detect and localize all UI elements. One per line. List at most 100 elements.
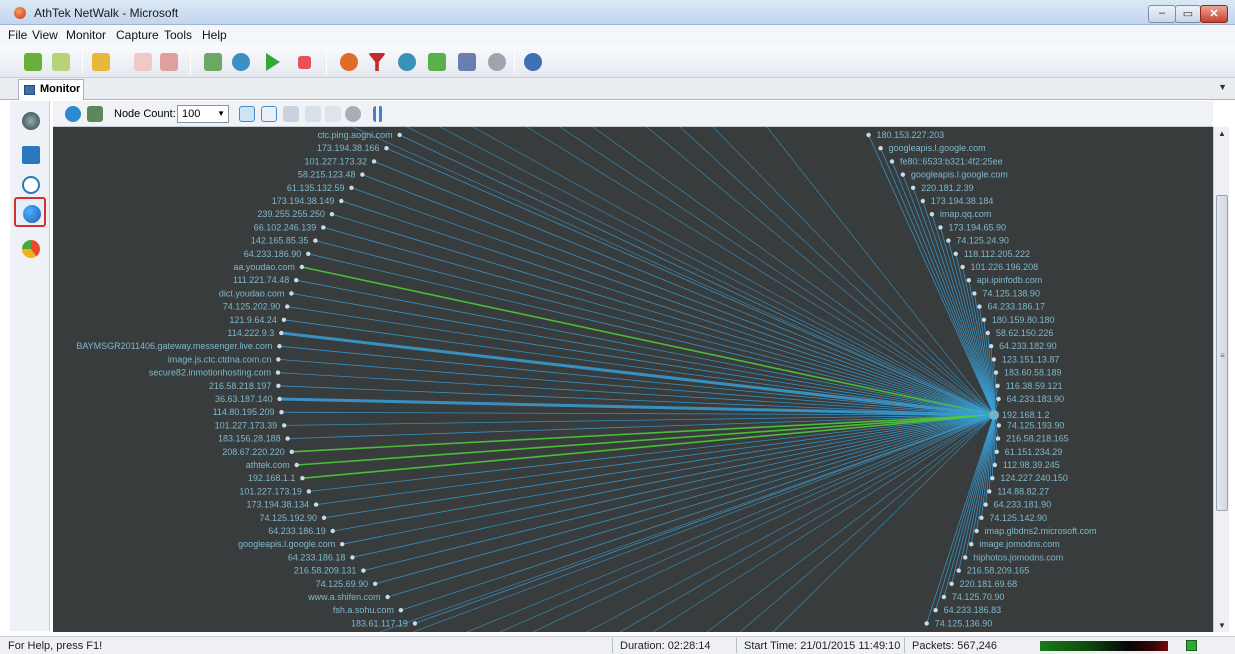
host-node[interactable] [929,212,935,217]
report-icon[interactable] [458,53,476,71]
host-label[interactable]: 61.151.234.29 [1005,447,1063,457]
host-node[interactable] [979,515,984,520]
host-label[interactable]: 118.112.205.222 [964,249,1030,259]
host-label[interactable]: 121.9.64.24 [229,315,277,325]
host-label[interactable]: www.a.shifen.com [307,592,381,602]
host-label[interactable]: 114.80.195.209 [213,407,275,417]
nav-timeline[interactable] [14,169,46,199]
host-node[interactable] [276,383,281,388]
host-label[interactable]: 173.194.38.149 [272,196,335,206]
host-label[interactable]: 58.215.123.48 [298,170,356,180]
host-node[interactable] [289,449,294,454]
host-node[interactable] [321,225,326,230]
host-node[interactable] [277,396,282,402]
host-label[interactable]: 36.63.187.140 [215,394,273,404]
host-label[interactable]: hiphotos.jomodns.com [973,552,1063,562]
host-label[interactable]: 216.58.218.165 [1006,434,1069,444]
host-label[interactable]: 112.98.39.245 [1003,460,1060,470]
host-label[interactable]: 58.62.150.226 [996,328,1054,338]
menu-monitor[interactable]: Monitor [66,28,107,42]
tab-monitor[interactable]: Monitor [18,79,84,100]
host-label[interactable]: 183.60.58.189 [1004,368,1062,378]
host-node[interactable] [339,198,344,204]
host-label[interactable]: 114.88.82.27 [997,486,1049,496]
host-node[interactable] [281,423,287,428]
host-node[interactable] [991,357,997,362]
host-node[interactable] [988,344,994,349]
minimize-button[interactable]: – [1148,5,1176,23]
host-label[interactable]: aa.youdao.com [233,262,295,272]
menu-view[interactable]: View [32,28,58,42]
host-node[interactable] [279,330,284,336]
host-node[interactable] [956,568,961,573]
users-icon[interactable] [428,53,446,71]
refresh-icon[interactable] [232,53,250,71]
vertical-scrollbar[interactable]: ▲ ≡ ▼ [1213,127,1229,632]
nav-protocols[interactable] [14,233,46,263]
host-node[interactable] [983,502,988,507]
host-node[interactable] [361,568,366,573]
pause-icon[interactable] [373,106,383,122]
host-node[interactable] [960,264,965,270]
host-node[interactable] [313,238,318,243]
host-node[interactable] [996,423,1002,428]
host-label[interactable]: 173.194.38.166 [317,143,380,153]
host-label[interactable]: 101.227.173.39 [215,420,278,430]
host-node[interactable] [993,370,999,375]
host-label[interactable]: 111.221.74.48 [233,275,289,285]
host-label[interactable]: 74.125.138.90 [982,288,1040,298]
host-node[interactable] [294,278,299,283]
host-label[interactable]: ctc.ping.aogni.com [318,130,393,140]
filter-icon[interactable] [368,53,386,71]
host-label[interactable]: 216.58.218.197 [209,381,272,391]
host-node[interactable] [340,542,345,547]
host-node[interactable] [277,344,282,349]
host-label[interactable]: 64.233.181.90 [994,500,1052,510]
host-node[interactable] [294,462,299,468]
host-node[interactable] [990,476,995,481]
host-node[interactable] [285,436,290,441]
host-node[interactable] [992,462,998,468]
host-node[interactable] [372,581,378,586]
menu-file[interactable]: File [8,28,28,42]
host-node[interactable] [924,621,929,626]
nav-connections[interactable] [14,139,46,169]
host-node[interactable] [321,515,327,520]
globe-view-icon[interactable] [65,106,81,122]
host-label[interactable]: googleapis.l.google.com [889,143,986,153]
host-label[interactable]: googleapis.l.google.com [911,170,1008,180]
host-node[interactable] [349,185,354,190]
host-node[interactable] [969,542,974,547]
host-label[interactable]: 74.125.142.90 [989,513,1047,523]
host-label[interactable]: 220.181.69.68 [960,579,1018,589]
host-node[interactable] [933,608,938,613]
host-node[interactable] [995,383,1000,388]
host-node[interactable] [276,357,281,362]
tree-icon[interactable] [305,106,321,122]
host-label[interactable]: 74.125.70.90 [952,592,1005,602]
maximize-button[interactable]: ▭ [1175,5,1201,23]
host-node[interactable] [384,146,389,151]
host-node[interactable] [941,594,947,600]
host-view-icon[interactable] [87,106,103,122]
host-label[interactable]: BAYMSGR2011406.gateway.messenger.live.co… [76,341,272,351]
host-node[interactable] [275,370,281,375]
host-node[interactable] [938,225,943,230]
host-node[interactable] [910,185,916,190]
graph-settings-icon[interactable] [345,106,361,122]
host-label[interactable]: 116.38.59.121 [1006,381,1063,391]
host-label[interactable]: fe80::6533:b321:4f2:25ee [900,156,1003,166]
host-node[interactable] [385,594,390,600]
host-label[interactable]: api.ipinfodb.com [977,275,1043,285]
host-label[interactable]: 216.58.209.131 [294,566,357,576]
settings-icon[interactable] [488,53,506,71]
nav-node-graph[interactable] [14,197,46,227]
open-icon[interactable] [92,53,110,71]
host-node[interactable] [371,159,377,164]
scroll-down-icon[interactable]: ▼ [1218,621,1226,630]
host-label[interactable]: 220.181.2.39 [921,183,974,193]
host-node[interactable] [987,489,992,494]
host-node[interactable] [994,449,999,454]
host-label[interactable]: 208.67.220.220 [222,447,285,457]
host-label[interactable]: googleapis.l.google.com [238,539,335,549]
